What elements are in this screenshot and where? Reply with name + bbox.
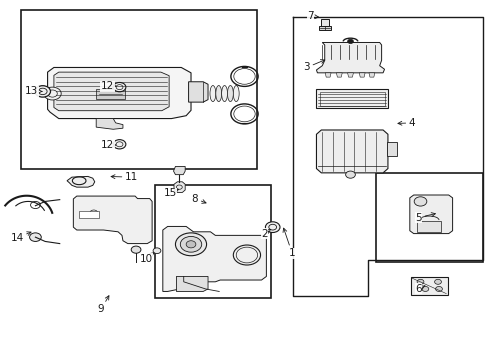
Bar — [79, 211, 99, 217]
Polygon shape — [163, 226, 266, 292]
Polygon shape — [316, 42, 384, 73]
Bar — [21, 10, 256, 169]
Bar — [320, 18, 328, 26]
Bar — [319, 92, 384, 107]
Circle shape — [35, 86, 50, 97]
Text: 10: 10 — [140, 253, 154, 264]
Bar — [316, 89, 387, 108]
Bar — [318, 26, 330, 30]
Polygon shape — [47, 67, 191, 118]
Text: 2: 2 — [261, 229, 270, 239]
Ellipse shape — [233, 86, 239, 102]
Circle shape — [435, 287, 442, 292]
Circle shape — [113, 82, 125, 92]
Circle shape — [416, 279, 423, 284]
Text: 15: 15 — [163, 188, 178, 198]
Ellipse shape — [227, 86, 233, 102]
Text: 3: 3 — [303, 60, 324, 72]
Text: 9: 9 — [98, 296, 109, 314]
Bar — [375, 173, 482, 262]
Text: 8: 8 — [191, 194, 205, 203]
Polygon shape — [359, 73, 365, 77]
Polygon shape — [73, 196, 152, 244]
Ellipse shape — [215, 86, 221, 102]
Circle shape — [413, 197, 426, 206]
Bar — [96, 89, 125, 99]
Text: 5: 5 — [414, 212, 434, 222]
Circle shape — [175, 233, 206, 256]
Polygon shape — [96, 118, 122, 129]
Circle shape — [90, 210, 98, 216]
Polygon shape — [416, 221, 441, 232]
Polygon shape — [325, 73, 330, 77]
Circle shape — [153, 248, 161, 253]
Polygon shape — [336, 73, 342, 77]
Polygon shape — [409, 195, 452, 234]
Text: 6: 6 — [414, 284, 424, 294]
Polygon shape — [176, 276, 207, 292]
Circle shape — [30, 233, 41, 242]
Text: 7: 7 — [306, 12, 318, 21]
Polygon shape — [368, 73, 374, 77]
Circle shape — [186, 241, 196, 248]
Circle shape — [347, 39, 353, 44]
Ellipse shape — [221, 86, 227, 102]
Polygon shape — [347, 73, 353, 77]
Bar — [386, 142, 396, 157]
Circle shape — [180, 237, 201, 252]
Circle shape — [265, 222, 280, 233]
Circle shape — [113, 140, 125, 149]
Polygon shape — [316, 130, 387, 173]
Polygon shape — [188, 82, 207, 102]
Polygon shape — [67, 176, 95, 187]
Polygon shape — [410, 277, 447, 295]
Text: 4: 4 — [397, 118, 415, 128]
Circle shape — [434, 279, 441, 284]
Text: 12: 12 — [101, 81, 116, 91]
Text: 14: 14 — [10, 232, 31, 243]
Circle shape — [131, 246, 141, 253]
Text: 12: 12 — [101, 140, 116, 150]
Text: 13: 13 — [25, 86, 42, 96]
Polygon shape — [173, 166, 185, 175]
Circle shape — [345, 171, 355, 178]
Ellipse shape — [209, 86, 215, 102]
Text: 11: 11 — [111, 172, 138, 182]
Polygon shape — [174, 182, 185, 193]
Text: 1: 1 — [283, 228, 295, 258]
Bar — [154, 185, 271, 298]
Circle shape — [421, 287, 428, 292]
Circle shape — [43, 87, 61, 100]
Polygon shape — [54, 72, 169, 111]
